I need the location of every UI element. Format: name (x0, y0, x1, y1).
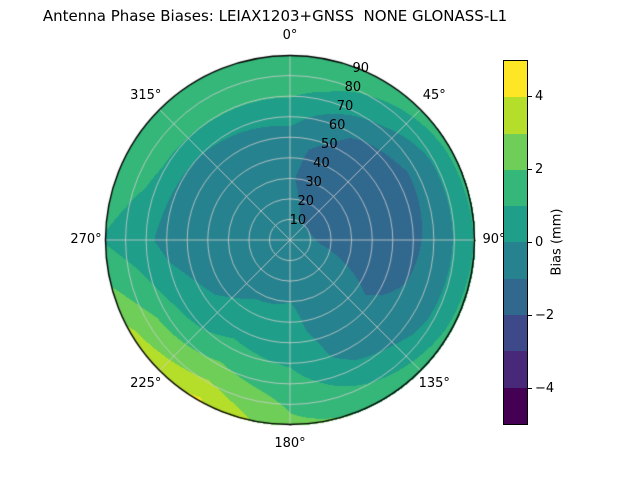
colorbar-axis-label: Bias (mm) (549, 208, 565, 276)
r-tick-label: 80 (344, 80, 362, 96)
r-tick-label: 60 (328, 118, 346, 134)
theta-tick-label: 0° (282, 28, 298, 43)
colorbar-tick-label: 2 (535, 161, 544, 177)
colorbar-tick-mark (528, 96, 532, 97)
theta-tick-label: 45° (422, 87, 446, 103)
r-tick-label: 20 (297, 194, 314, 210)
r-tick-label: 30 (305, 175, 322, 191)
colorbar-tick-label: −4 (535, 380, 555, 396)
colorbar-band (504, 97, 527, 134)
colorbar (503, 60, 528, 425)
colorbar-band (504, 206, 527, 243)
colorbar-tick-mark (528, 315, 532, 316)
colorbar-band (504, 278, 527, 316)
colorbar-tick-label: −2 (535, 307, 555, 323)
theta-tick-label: 90° (482, 232, 506, 247)
colorbar-band (504, 351, 527, 388)
theta-tick-label: 180° (274, 436, 306, 451)
colorbar-band (504, 387, 527, 424)
r-tick-label: 70 (336, 99, 354, 115)
chart-title: Antenna Phase Biases: LEIAX1203+GNSS NON… (42, 7, 508, 25)
theta-tick-label: 135° (418, 376, 450, 392)
polar-contour-plot (104, 54, 476, 426)
colorbar-band (504, 61, 527, 98)
colorbar-tick-mark (528, 242, 532, 243)
colorbar-tick-mark (528, 169, 532, 170)
colorbar-tick-label: 4 (535, 88, 544, 104)
r-tick-label: 90 (352, 61, 370, 77)
colorbar-band (504, 133, 527, 170)
colorbar-band (504, 169, 527, 207)
r-tick-label: 50 (321, 137, 338, 153)
colorbar-tick-label: 0 (535, 234, 544, 250)
theta-tick-label: 225° (130, 376, 162, 392)
colorbar-tick-mark (528, 388, 532, 389)
colorbar-band (504, 242, 527, 279)
colorbar-band (504, 315, 527, 352)
r-tick-label: 40 (313, 156, 330, 172)
theta-tick-label: 315° (130, 87, 162, 103)
r-tick-label: 10 (289, 213, 307, 228)
theta-tick-label: 270° (70, 232, 102, 247)
